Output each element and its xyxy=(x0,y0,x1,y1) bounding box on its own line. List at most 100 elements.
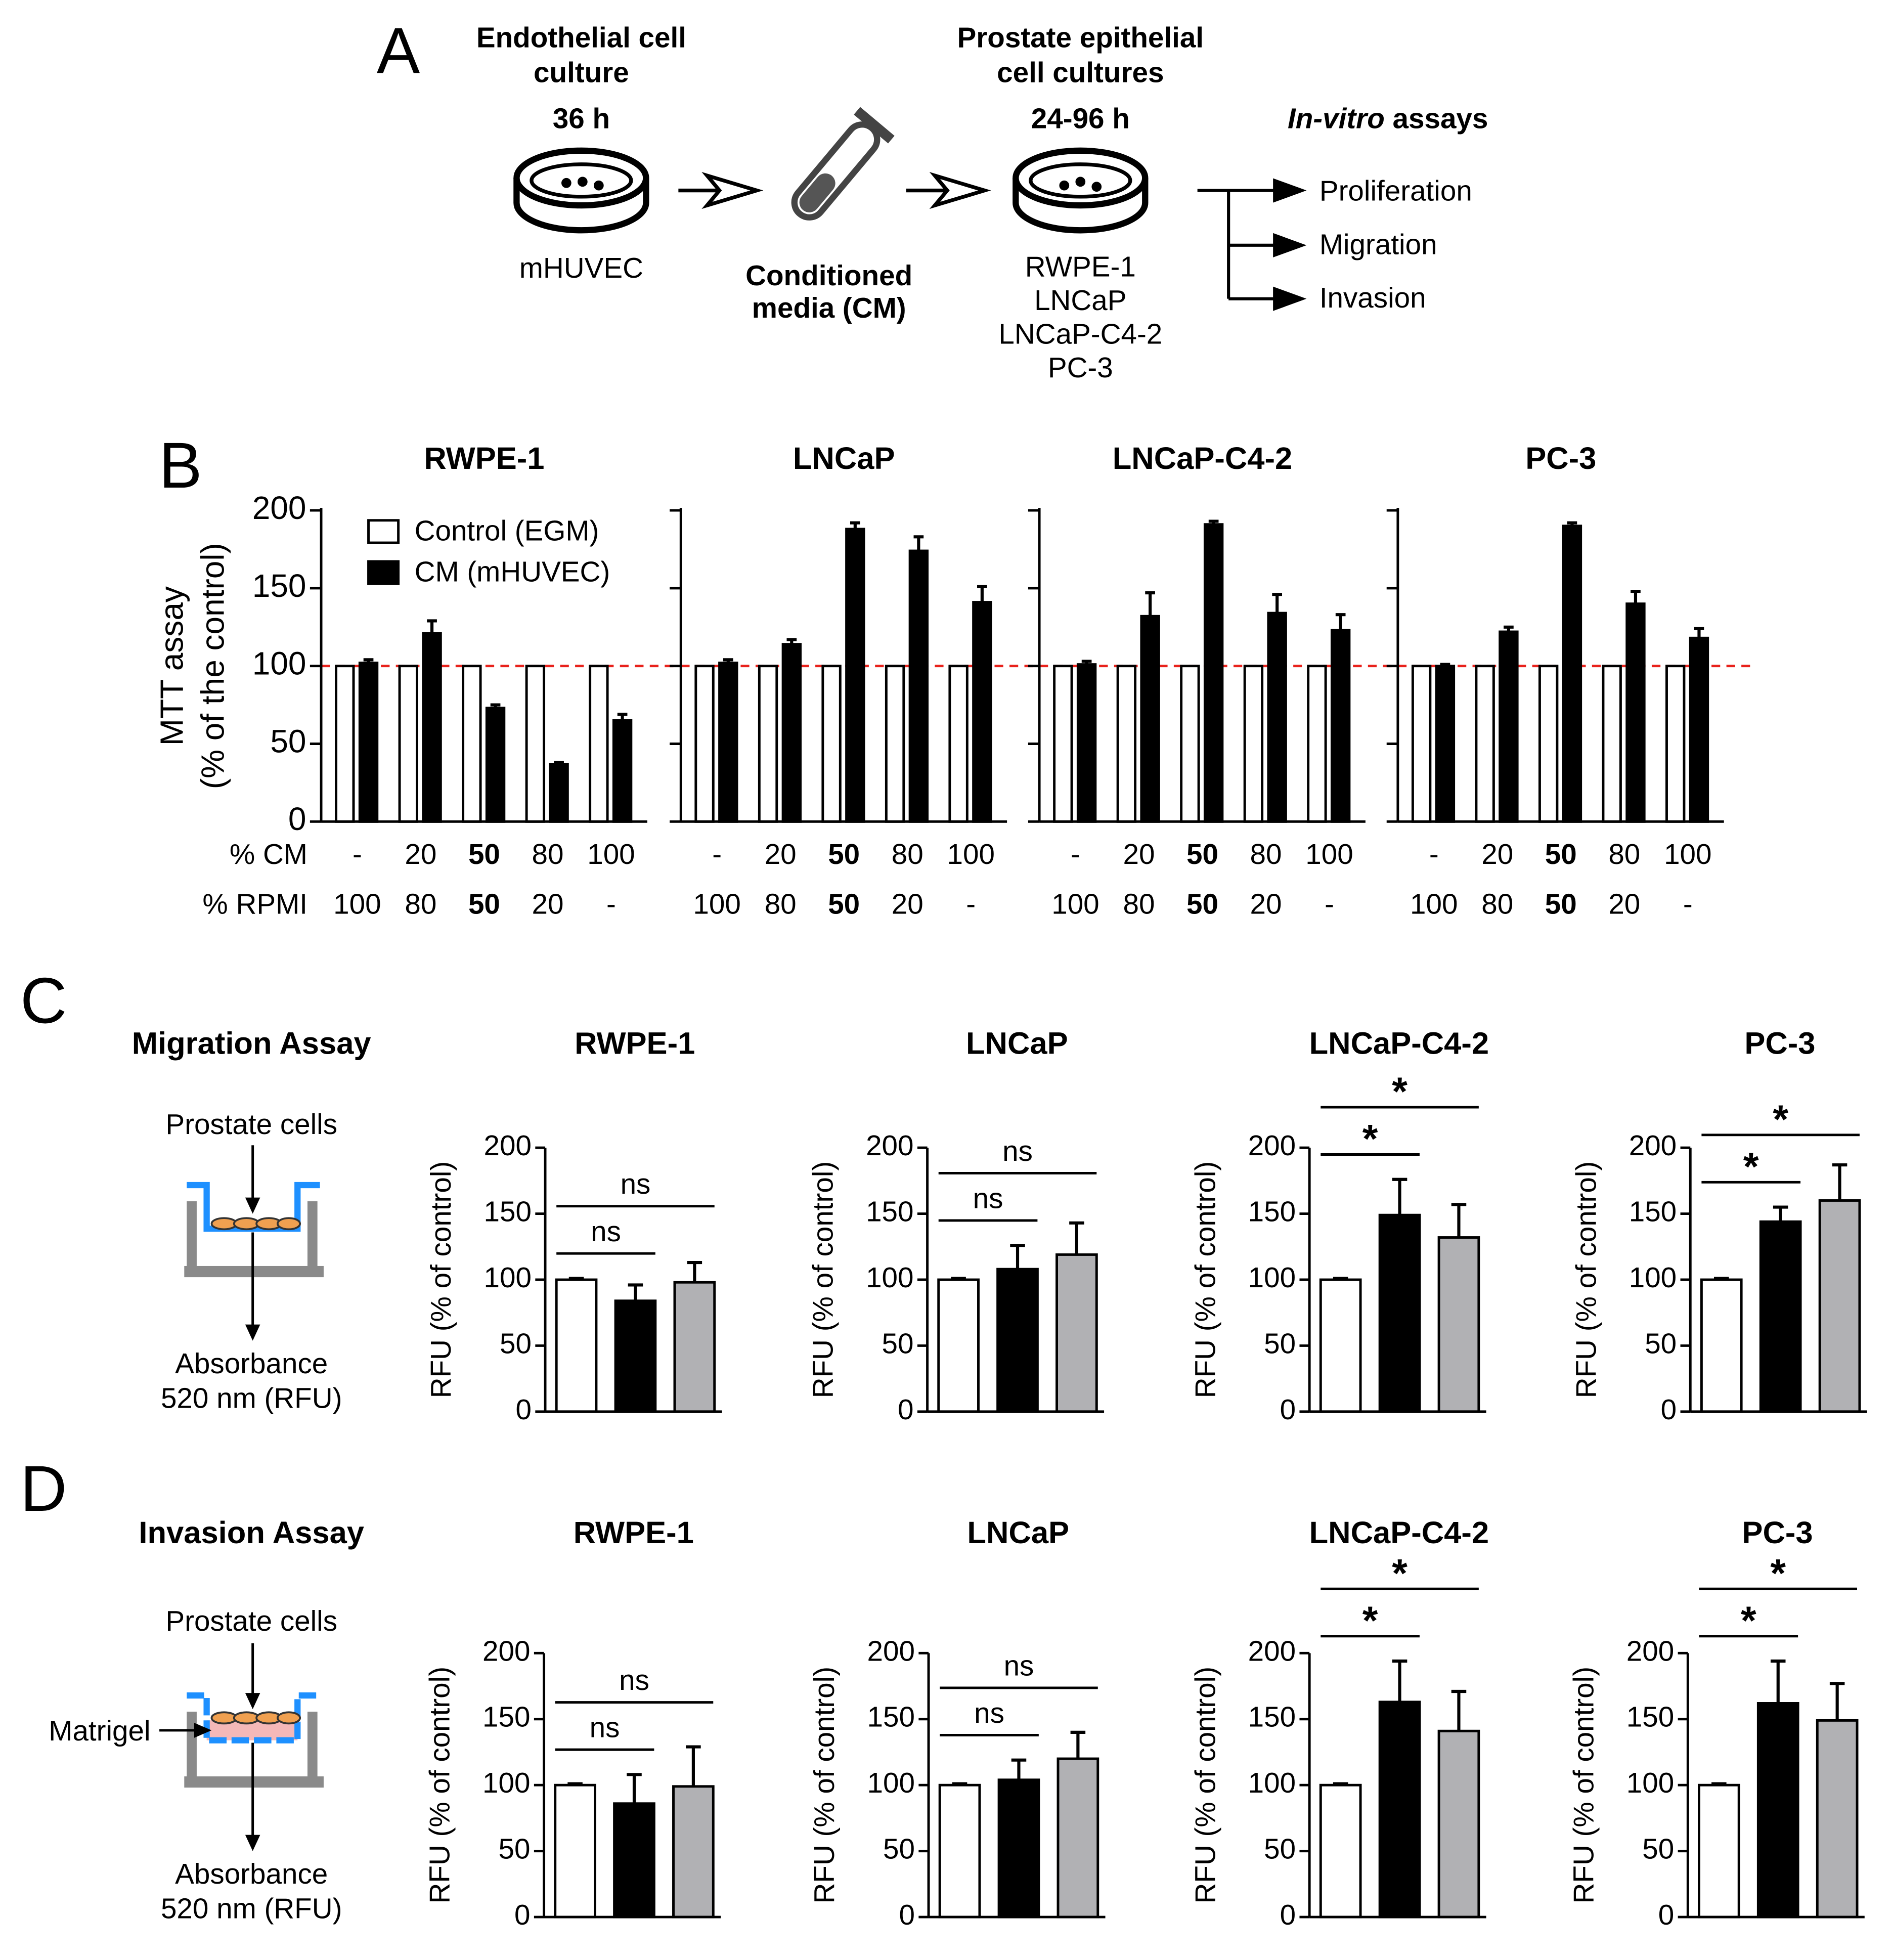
bar xyxy=(972,601,992,823)
error-bar xyxy=(627,1773,642,1804)
bar xyxy=(1267,612,1287,823)
x-tick-label: 50 xyxy=(828,888,860,920)
bar xyxy=(1698,1783,1740,1919)
error-bar xyxy=(1694,627,1704,638)
bar xyxy=(1180,665,1200,823)
bar xyxy=(937,1278,980,1413)
bar xyxy=(485,707,506,823)
bar xyxy=(1319,1783,1362,1919)
x-tick-label: - xyxy=(712,838,722,870)
x-tick-label: 80 xyxy=(1123,888,1155,920)
x-tick-label: - xyxy=(353,838,362,870)
panel-c-side: Migration Assay Prostate cells Absorbanc… xyxy=(132,1026,371,1414)
bar xyxy=(758,665,778,823)
y-tick-label: 0 xyxy=(899,1899,914,1931)
assays-title: In-vitro assays xyxy=(1288,103,1488,135)
significance-label: ns xyxy=(621,1168,651,1200)
error-bar xyxy=(1832,1163,1847,1201)
step-title: Endothelial cell xyxy=(476,22,686,54)
chart-title: PC-3 xyxy=(1742,1515,1813,1550)
x-tick-label: 50 xyxy=(1186,838,1218,870)
bar xyxy=(1816,1719,1859,1919)
chart-title: LNCaP xyxy=(967,1515,1069,1550)
assays-title-rest: assays xyxy=(1393,103,1488,135)
x-tick-label: 80 xyxy=(1608,838,1640,870)
y-tick-label: 50 xyxy=(1645,1327,1677,1359)
x-tick-label: 100 xyxy=(693,888,740,920)
error-bar xyxy=(1333,1782,1348,1785)
bar xyxy=(1053,665,1073,823)
bar xyxy=(694,665,715,823)
assay-item: Proliferation xyxy=(1319,175,1472,206)
row-label: % RPMI xyxy=(202,888,307,920)
bar xyxy=(1437,1729,1480,1919)
bar xyxy=(1689,636,1709,823)
error-bar xyxy=(567,1782,583,1785)
error-bar xyxy=(1631,589,1641,604)
bar xyxy=(845,528,865,823)
panel-d-side: Invasion Assay Prostate cells Matrigel A… xyxy=(49,1515,364,1925)
error-bar xyxy=(1272,593,1282,614)
x-tick-label: 50 xyxy=(1545,838,1577,870)
y-tick-label: 150 xyxy=(484,1196,532,1228)
dish-icon xyxy=(1013,147,1149,234)
y-tick-label: 50 xyxy=(1264,1833,1296,1865)
bar xyxy=(1055,1253,1098,1413)
y-tick-label: 200 xyxy=(484,1129,532,1161)
bar xyxy=(462,665,482,823)
dish-icon xyxy=(513,147,649,234)
panel-label: B xyxy=(159,429,202,502)
step-time: 36 h xyxy=(553,103,610,135)
y-tick-label: 150 xyxy=(252,568,306,604)
bar xyxy=(1499,630,1519,823)
bar xyxy=(589,665,609,823)
y-tick-label: 200 xyxy=(867,1635,915,1667)
panel-a: Endothelial cell culture 36 h mHUVEC Con… xyxy=(476,22,1488,383)
bar xyxy=(613,1802,655,1919)
bar xyxy=(1307,665,1327,823)
x-tick-label: 100 xyxy=(587,838,635,870)
cell-name: mHUVEC xyxy=(519,252,643,284)
bar xyxy=(1562,525,1582,823)
x-tick-label: 20 xyxy=(1608,888,1640,920)
x-tick-label: 80 xyxy=(892,838,923,870)
chart-title: RWPE-1 xyxy=(424,441,544,476)
bar xyxy=(1378,1213,1421,1413)
diagram-label: Matrigel xyxy=(49,1715,150,1747)
x-tick-label: 20 xyxy=(532,888,563,920)
y-tick-label: 50 xyxy=(500,1327,532,1359)
x-tick-label: 80 xyxy=(405,888,436,920)
y-tick-label: 0 xyxy=(288,801,306,837)
bar xyxy=(1759,1220,1802,1413)
legend-swatch xyxy=(367,519,400,544)
y-tick-label: 100 xyxy=(484,1261,532,1293)
significance-label: * xyxy=(1392,1069,1407,1114)
significance-label: ns xyxy=(591,1215,621,1247)
y-axis-label: (% of the control) xyxy=(195,543,231,789)
bar xyxy=(1243,665,1264,823)
y-tick-label: 150 xyxy=(867,1701,915,1733)
y-tick-label: 0 xyxy=(898,1393,913,1425)
chart-title: PC-3 xyxy=(1744,1026,1815,1061)
bar xyxy=(1057,1757,1099,1919)
y-tick-label: 200 xyxy=(1629,1129,1677,1161)
step-title: cell cultures xyxy=(997,57,1164,89)
bar xyxy=(398,665,418,823)
error-bar xyxy=(490,703,501,708)
bar xyxy=(718,662,738,823)
assay-title: Migration Assay xyxy=(132,1026,371,1061)
error-bar xyxy=(723,658,733,663)
error-bar xyxy=(1567,521,1577,526)
x-tick-label: - xyxy=(1325,888,1334,920)
bar xyxy=(614,1299,657,1413)
y-tick-label: 0 xyxy=(515,1393,531,1425)
row-label: % CM xyxy=(230,838,307,870)
x-tick-label: 100 xyxy=(333,888,381,920)
y-axis-label: RFU (% of control) xyxy=(1570,1161,1602,1399)
x-tick-label: - xyxy=(1429,838,1439,870)
significance-label: ns xyxy=(1002,1135,1033,1167)
error-bar xyxy=(913,535,924,551)
error-bar xyxy=(1451,1203,1467,1238)
x-tick-label: 20 xyxy=(892,888,923,920)
